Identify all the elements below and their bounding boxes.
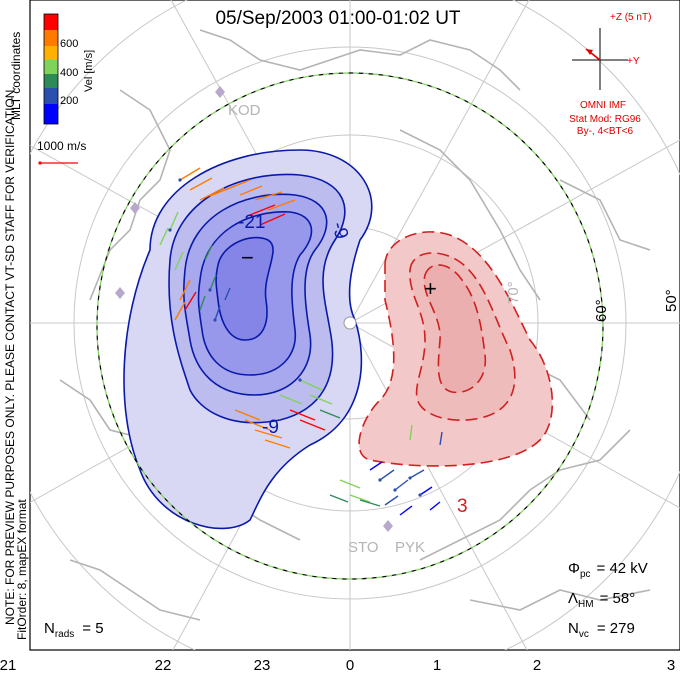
hm-boundary-latitude: ΛHM = 58° xyxy=(568,590,635,610)
colorbar-label: Vel [m/s] xyxy=(83,50,95,92)
mlt-tick: 21 xyxy=(0,657,16,674)
imf-source: OMNI IMF xyxy=(580,100,626,111)
velocity-vectors xyxy=(159,167,443,516)
imf-z-label: +Z (5 nT) xyxy=(610,12,651,23)
mlt-tick: 1 xyxy=(433,657,441,674)
contour-label: -9 xyxy=(327,220,352,242)
preview-note: NOTE: FOR PREVIEW PURPOSES ONLY. PLEASE … xyxy=(3,86,17,625)
latitude-label-60: 60° xyxy=(593,299,610,322)
imf-condition: By-, 4<BT<6 xyxy=(577,126,634,137)
contour-label: -9 xyxy=(262,417,279,438)
latitude-label-50: 50° xyxy=(663,289,680,312)
mlt-tick: 2 xyxy=(533,657,541,674)
imf-clock xyxy=(572,28,628,90)
positive-potential-cell xyxy=(358,231,554,467)
station-label-sto: STO xyxy=(348,539,379,556)
latitude-label-70: 70° xyxy=(505,281,522,304)
vector-count: Nvc = 279 xyxy=(568,620,635,640)
colorbar-tick: 400 xyxy=(60,67,78,79)
imf-stat-model: Stat Mod: RG96 xyxy=(569,114,641,125)
pole-marker xyxy=(343,316,357,330)
velocity-colorbar xyxy=(43,13,59,125)
colorbar-tick: 200 xyxy=(60,95,78,107)
station-markers xyxy=(115,86,393,532)
negative-potential-cell xyxy=(123,149,373,530)
mlt-tick: 0 xyxy=(346,657,354,674)
mlt-tick: 3 xyxy=(667,657,675,674)
contour-label: 3 xyxy=(457,496,468,517)
imf-y-label: +Y xyxy=(627,56,640,67)
potential-min-marker: − xyxy=(241,245,254,270)
station-label-kod: KOD xyxy=(228,102,261,119)
coordinate-label: MLT coordinates xyxy=(9,32,23,120)
contour-label: -21 xyxy=(238,212,265,233)
fit-order-note: FitOrder: 8, mapEX format xyxy=(15,499,29,640)
velocity-reference-label: 1000 m/s xyxy=(37,139,86,153)
radar-count: Nrads = 5 xyxy=(44,620,104,640)
potential-max-marker: + xyxy=(424,276,437,301)
station-label-pyk: PYK xyxy=(395,539,425,556)
cross-polar-potential: Φpc = 42 kV xyxy=(568,560,648,580)
map-title: 05/Sep/2003 01:00-01:02 UT xyxy=(215,8,460,29)
mlt-tick: 22 xyxy=(155,657,172,674)
colorbar-tick: 600 xyxy=(60,38,78,50)
mlt-tick: 23 xyxy=(254,657,271,674)
